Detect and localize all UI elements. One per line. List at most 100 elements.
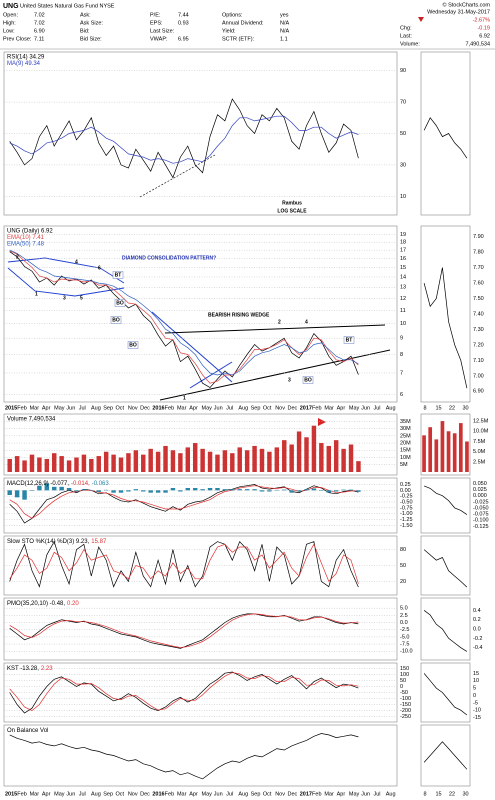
legend-entry: On Balance Vol: [7, 728, 48, 734]
field-label: Low:: [3, 28, 15, 34]
bar: [222, 450, 228, 472]
diamond-bottom: [7, 267, 125, 297]
x-tick-label: Feb: [312, 405, 321, 411]
side-x-label: 8: [423, 405, 426, 411]
y-tick-label: -5.0: [400, 634, 409, 640]
bar: [7, 458, 12, 472]
field-value: 6.92: [479, 33, 490, 39]
panel-frame: [3, 477, 398, 534]
bar: [89, 490, 94, 491]
x-tick-label: Jul: [79, 405, 86, 411]
field-value: N/A: [280, 28, 290, 34]
bar: [356, 461, 361, 472]
bar: [185, 447, 191, 472]
annotation: DIAMOND CONSOLIDATION PATTERN?: [122, 255, 216, 261]
bar: [311, 488, 317, 491]
y-tick-label: 50: [400, 678, 406, 684]
annotation: 5: [80, 295, 83, 301]
x-tick-label: Jul: [79, 791, 86, 797]
y-tick-label: 7.20: [473, 342, 484, 348]
bar: [282, 440, 287, 472]
y-tick-label: -1.25: [400, 517, 413, 523]
bar: [319, 443, 324, 472]
bar: [259, 448, 265, 472]
bar: [14, 456, 20, 472]
x-tick-label: Oct: [263, 405, 272, 411]
bar: [74, 457, 79, 472]
side-x-label: 30: [462, 405, 468, 411]
bar: [170, 450, 176, 472]
field-label: P/E:: [150, 12, 161, 18]
bar: [192, 443, 198, 472]
y-tick-label: 18: [400, 240, 406, 246]
bar: [319, 490, 324, 491]
panel-title: Volume 7,490,534: [7, 417, 56, 423]
annotation: 2: [278, 319, 281, 325]
x-tick-label: Feb: [165, 791, 174, 797]
y-tick-label: 20: [400, 579, 406, 585]
field-label: Open:: [3, 12, 18, 18]
panel-frame: [3, 413, 398, 476]
y-tick-label: 7.10: [473, 358, 484, 364]
y-tick-label: -0.2: [473, 636, 482, 642]
annotation: BEARISH RISING WEDGE: [208, 312, 270, 318]
field-value: 7.02: [34, 12, 45, 18]
legend-entry: UNG (Daily) 6.92: [7, 229, 53, 235]
legend-entry: MACD(12,26,9) -0.077,: [7, 481, 69, 487]
bar: [66, 460, 72, 472]
y-tick-label: 16: [400, 256, 406, 262]
panel-frame: [420, 225, 471, 403]
bar: [326, 445, 331, 472]
field-value: 1.1: [280, 36, 288, 42]
y-tick-label: 12.5M: [473, 419, 489, 425]
x-tick-label: Apr: [189, 405, 198, 411]
series-line: [9, 672, 359, 712]
x-tick-label: Jun: [361, 405, 370, 411]
x-tick-label: Nov: [275, 405, 285, 411]
y-tick-label: -0.125: [473, 524, 489, 530]
bar: [244, 450, 250, 472]
legend-entry: MA(9) 49.34: [7, 61, 41, 67]
bar: [452, 433, 457, 472]
y-tick-label: 14: [400, 274, 406, 280]
bar: [192, 488, 198, 491]
bar: [89, 458, 94, 472]
y-tick-label: 11: [400, 308, 406, 314]
y-tick-label: 0.050: [473, 481, 487, 487]
y-tick-label: 15: [400, 265, 406, 271]
series-line: [9, 249, 359, 376]
field-value: 6.95: [178, 36, 189, 42]
annotation-box: [127, 341, 139, 349]
y-tick-label: 0.25: [400, 482, 411, 488]
y-tick-label: 7.30: [473, 327, 484, 333]
field-value: N/A: [280, 20, 290, 26]
y-tick-label: 25M: [400, 433, 411, 439]
x-tick-label: Jun: [214, 791, 223, 797]
field-value: 0.93: [178, 20, 189, 26]
bar: [274, 489, 280, 491]
panel-frame: [420, 477, 471, 534]
annotation: 2: [16, 254, 19, 260]
bar: [304, 437, 309, 472]
x-tick-label: Oct: [116, 405, 125, 411]
series-line: [423, 741, 468, 770]
x-tick-label: May: [54, 405, 65, 411]
legend: PMO(35,20,10) -0.48, 0.20: [7, 601, 79, 607]
legend-entry: Slow STO %K(14) %D(3) 9.23,: [7, 539, 90, 545]
y-tick-label: 0: [400, 684, 403, 690]
bar: [52, 486, 57, 491]
x-tick-label: Apr: [337, 405, 346, 411]
panel-frame: [420, 662, 471, 723]
x-tick-label: Sep: [103, 791, 113, 797]
bar: [155, 490, 161, 493]
x-tick-label: Mar: [30, 405, 40, 411]
y-tick-label: -0.075: [473, 512, 489, 518]
bar: [126, 490, 131, 492]
bar: [141, 454, 146, 472]
series-line: [423, 610, 468, 652]
x-tick-label: Mar: [30, 791, 40, 797]
bar: [252, 489, 257, 491]
bar: [252, 445, 257, 472]
annotation: 1: [35, 291, 38, 297]
field-label: Chg:: [400, 25, 412, 31]
